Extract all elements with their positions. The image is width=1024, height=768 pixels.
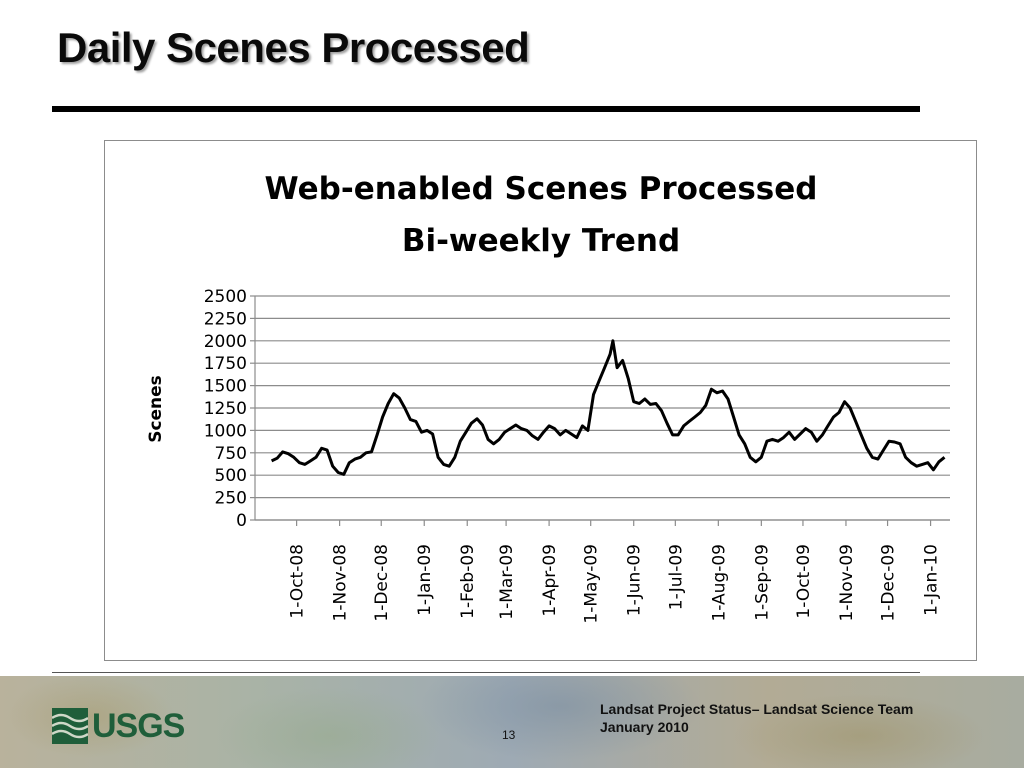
y-tick-label: 2000: [204, 332, 247, 352]
gridlines: [255, 295, 950, 521]
y-tick-label: 1500: [204, 377, 247, 397]
x-tick-label: 1-Jun-09: [625, 544, 645, 616]
y-tick-label: 0: [236, 511, 247, 531]
x-tick-label: 1-Nov-09: [837, 544, 857, 621]
line-chart: Web-enabled Scenes Processed Bi-weekly T…: [146, 171, 950, 624]
x-tick-label: 1-Sep-09: [752, 544, 772, 621]
footer-background-image: [0, 676, 1024, 768]
usgs-logo: USGS: [52, 706, 185, 746]
y-tick-label: 1250: [204, 399, 247, 419]
y-tick-label: 250: [215, 489, 247, 509]
chart-title-line-2: Bi-weekly Trend: [402, 223, 680, 259]
x-tick-label: 1-Nov-08: [331, 544, 351, 621]
page-number: 13: [502, 728, 516, 742]
title-divider: [52, 106, 920, 112]
series-layer: [270, 339, 946, 476]
y-axis-title: Scenes: [146, 375, 166, 443]
x-tick-label: 1-Oct-09: [794, 544, 814, 619]
footer-caption-line-2: January 2010: [600, 719, 689, 735]
x-tick-label: 1-Jul-09: [666, 544, 686, 610]
x-tick-label: 1-Mar-09: [497, 544, 517, 620]
x-tick-label: 1-Aug-09: [709, 544, 729, 622]
series-line: [270, 339, 946, 476]
x-tick-label: 1-Apr-09: [540, 544, 560, 617]
x-tick-label: 1-Jan-09: [415, 544, 435, 616]
x-tick-label: 1-Dec-09: [879, 544, 899, 622]
x-tick-label: 1-Oct-08: [288, 544, 308, 619]
x-tick-label: 1-Feb-09: [458, 544, 478, 619]
axes: [250, 295, 950, 526]
x-tick-label: 1-Jan-10: [922, 544, 942, 616]
footer-divider: [52, 672, 920, 673]
chart-frame: Web-enabled Scenes Processed Bi-weekly T…: [104, 140, 977, 661]
y-tick-label: 1000: [204, 421, 247, 441]
footer-caption-line-1: Landsat Project Status– Landsat Science …: [600, 701, 914, 717]
y-tick-label: 1750: [204, 354, 247, 374]
x-tick-label: 1-Dec-08: [372, 544, 392, 622]
x-tick-labels: 1-Oct-08 1-Nov-08 1-Dec-08 1-Jan-09 1-Feb-09…: [288, 544, 942, 624]
slide-title: Daily Scenes Processed: [57, 24, 530, 71]
usgs-logo-text: USGS: [92, 706, 185, 745]
footer-caption: Landsat Project Status– Landsat Science …: [600, 700, 913, 736]
y-tick-label: 2500: [204, 287, 247, 307]
usgs-wave-icon: [52, 708, 88, 744]
y-tick-label: 2250: [204, 309, 247, 329]
y-tick-label: 750: [215, 444, 247, 464]
y-tick-label: 500: [215, 466, 247, 486]
x-tick-label: 1-May-09: [582, 544, 602, 624]
chart-title-line-1: Web-enabled Scenes Processed: [265, 171, 818, 207]
